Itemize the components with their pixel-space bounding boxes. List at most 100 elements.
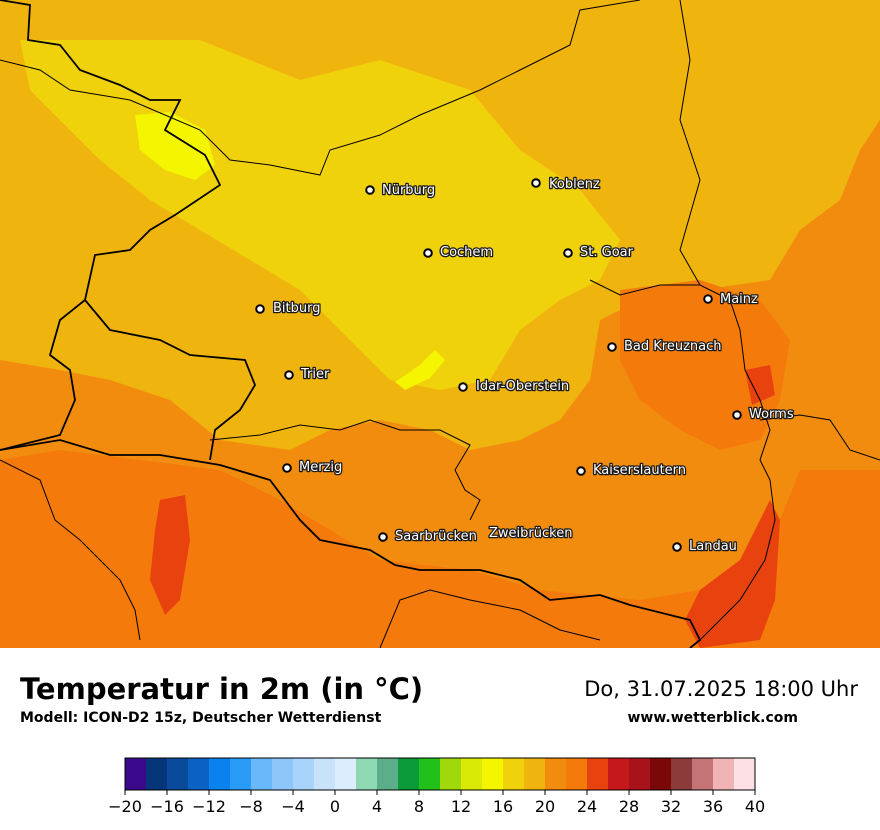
legend-tick-label: 40 <box>745 797 765 816</box>
city-bad-kreuznach: Bad Kreuznach <box>607 338 723 355</box>
temp-region-14b <box>395 350 445 390</box>
legend-swatch <box>650 758 672 790</box>
city-koblenz: Koblenz <box>531 176 601 193</box>
city-label: Trier <box>300 367 330 382</box>
color-scale-legend: −20 −16 −12 −8 −4 0 4 8 12 16 20 24 28 32 36 40 <box>108 757 765 816</box>
city-label: Mainz <box>720 292 758 307</box>
city-dot <box>732 410 742 420</box>
city-dot <box>423 248 433 258</box>
city-trier: Trier <box>284 366 331 383</box>
city-kaiserslautern: Kaiserslautern <box>576 462 687 479</box>
city-st-goar: St. Goar <box>563 244 635 261</box>
city-mainz: Mainz <box>703 291 759 308</box>
city-label: Bad Kreuznach <box>624 339 722 354</box>
legend-swatch <box>524 758 546 790</box>
state-border-north <box>0 0 641 176</box>
legend-swatch <box>671 758 693 790</box>
legend-tick-label: 32 <box>661 797 681 816</box>
legend-tick-label: 28 <box>619 797 639 816</box>
legend-swatch <box>692 758 714 790</box>
state-border-south <box>379 589 601 648</box>
state-border-east <box>589 279 776 641</box>
legend-tick-label: 0 <box>330 797 340 816</box>
legend-ticks: −20 −16 −12 −8 −4 0 4 8 12 16 20 24 28 32 36 40 <box>108 790 765 816</box>
legend-swatch <box>167 758 189 790</box>
legend-tick-label: 16 <box>493 797 513 816</box>
legend-swatch <box>293 758 315 790</box>
legend-tick-label: 36 <box>703 797 723 816</box>
city-dot <box>282 463 292 473</box>
city-label: Merzig <box>299 460 342 475</box>
legend-swatch <box>356 758 378 790</box>
legend-swatch <box>461 758 483 790</box>
city-bitburg: Bitburg <box>255 300 322 317</box>
legend-tick-label: −16 <box>150 797 184 816</box>
city-dot <box>607 342 617 352</box>
city-landau: Landau <box>672 538 738 555</box>
city-label: Saarbrücken <box>395 529 477 544</box>
city-merzig: Merzig <box>282 459 344 476</box>
legend-tick-label: 4 <box>372 797 382 816</box>
city-dot <box>576 466 586 476</box>
temperature-map: Nürburg Koblenz Cochem St. Goar Mainz Bi… <box>0 0 880 648</box>
state-border-rhine <box>759 414 880 461</box>
legend-swatch <box>419 758 441 790</box>
legend-swatch <box>209 758 231 790</box>
legend-swatch <box>503 758 525 790</box>
legend-swatch <box>125 758 147 790</box>
legend-swatch <box>230 758 252 790</box>
legend-swatch <box>377 758 399 790</box>
city-nurburg: Nürburg <box>365 182 436 199</box>
legend-tick-label: −8 <box>239 797 263 816</box>
legend-swatch <box>545 758 567 790</box>
city-dot <box>378 532 388 542</box>
city-cochem: Cochem <box>423 244 494 261</box>
state-border-hessen <box>679 0 701 286</box>
city-label: Bitburg <box>273 301 321 316</box>
legend-swatch <box>188 758 210 790</box>
legend-swatch <box>587 758 609 790</box>
legend-tick-label: −20 <box>108 797 142 816</box>
national-border-lux-de <box>84 299 257 461</box>
legend-swatch <box>566 758 588 790</box>
legend-swatch <box>713 758 735 790</box>
city-dot <box>563 248 573 258</box>
legend-swatch <box>314 758 336 790</box>
legend-tick-label: 8 <box>414 797 424 816</box>
legend-tick-label: 20 <box>535 797 555 816</box>
city-saarbruecken: Saarbrücken <box>378 528 478 545</box>
legend-frame <box>124 757 756 791</box>
legend-swatch <box>440 758 462 790</box>
state-border-lines <box>0 0 880 648</box>
legend-tick-label: −4 <box>281 797 305 816</box>
temp-region-26b <box>685 500 780 648</box>
city-label: Landau <box>689 539 737 554</box>
city-dot <box>284 370 294 380</box>
city-worms: Worms <box>732 406 795 423</box>
national-border-fra <box>0 439 702 648</box>
model-source: Modell: ICON-D2 15z, Deutscher Wetterdie… <box>20 710 382 726</box>
legend-swatch <box>482 758 504 790</box>
city-label: Nürburg <box>382 183 435 198</box>
legend-swatch <box>608 758 630 790</box>
legend-tick-label: 24 <box>577 797 597 816</box>
city-label: Worms <box>749 407 794 422</box>
city-label: Idar-Oberstein <box>476 379 569 394</box>
legend-swatch <box>398 758 420 790</box>
legend-swatch <box>272 758 294 790</box>
website-link[interactable]: www.wetterblick.com <box>627 710 799 726</box>
city-label: Koblenz <box>549 177 600 192</box>
legend-tick-label: 12 <box>451 797 471 816</box>
temp-region-14 <box>135 112 215 180</box>
legend-swatches <box>124 757 756 791</box>
city-dot <box>255 304 265 314</box>
city-dot <box>672 542 682 552</box>
temp-region-22 <box>0 450 880 648</box>
legend-swatch <box>734 758 756 790</box>
city-markers: Nürburg Koblenz Cochem St. Goar Mainz Bi… <box>255 176 795 555</box>
temp-region-26 <box>150 495 190 615</box>
temp-region-26c <box>745 365 775 405</box>
legend-tick-label: −12 <box>192 797 226 816</box>
city-label: Kaiserslautern <box>593 463 686 478</box>
map-title: Temperatur in 2m (in °C) <box>20 672 424 706</box>
